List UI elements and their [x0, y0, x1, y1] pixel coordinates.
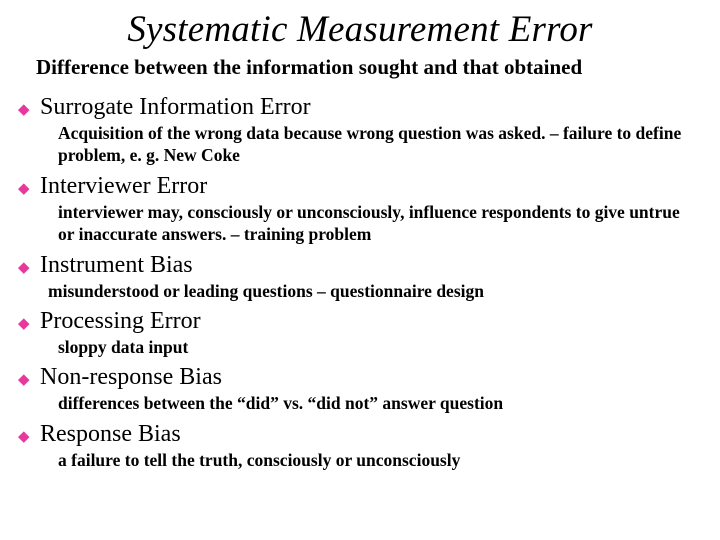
slide-subtitle: Difference between the information sough… [36, 55, 702, 80]
item-description: misunderstood or leading questions – que… [48, 280, 682, 302]
slide-title: Systematic Measurement Error [18, 8, 702, 51]
diamond-bullet-icon: ◆ [18, 311, 40, 332]
item-description: differences between the “did” vs. “did n… [58, 392, 682, 414]
bullet-list: ◆Surrogate Information ErrorAcquisition … [18, 94, 702, 471]
list-item-row: ◆Surrogate Information Error [18, 94, 702, 121]
item-description: interviewer may, consciously or unconsci… [58, 201, 682, 246]
item-description: Acquisition of the wrong data because wr… [58, 122, 682, 167]
list-item: ◆Non-response Biasdifferences between th… [18, 364, 702, 414]
diamond-bullet-icon: ◆ [18, 255, 40, 276]
list-item: ◆Response Biasa failure to tell the trut… [18, 421, 702, 471]
list-item: ◆Instrument Biasmisunderstood or leading… [18, 252, 702, 302]
item-heading: Instrument Bias [40, 252, 193, 279]
item-heading: Interviewer Error [40, 173, 207, 200]
list-item: ◆Surrogate Information ErrorAcquisition … [18, 94, 702, 167]
list-item-row: ◆Interviewer Error [18, 173, 702, 200]
diamond-bullet-icon: ◆ [18, 424, 40, 445]
list-item-row: ◆Instrument Bias [18, 252, 702, 279]
list-item-row: ◆Non-response Bias [18, 364, 702, 391]
item-description: a failure to tell the truth, consciously… [58, 449, 682, 471]
item-heading: Processing Error [40, 308, 201, 335]
list-item: ◆Processing Errorsloppy data input [18, 308, 702, 358]
diamond-bullet-icon: ◆ [18, 97, 40, 118]
item-heading: Non-response Bias [40, 364, 222, 391]
list-item-row: ◆Response Bias [18, 421, 702, 448]
item-heading: Surrogate Information Error [40, 94, 311, 121]
list-item: ◆Interviewer Errorinterviewer may, consc… [18, 173, 702, 246]
list-item-row: ◆Processing Error [18, 308, 702, 335]
item-heading: Response Bias [40, 421, 181, 448]
diamond-bullet-icon: ◆ [18, 176, 40, 197]
item-description: sloppy data input [58, 336, 682, 358]
diamond-bullet-icon: ◆ [18, 367, 40, 388]
